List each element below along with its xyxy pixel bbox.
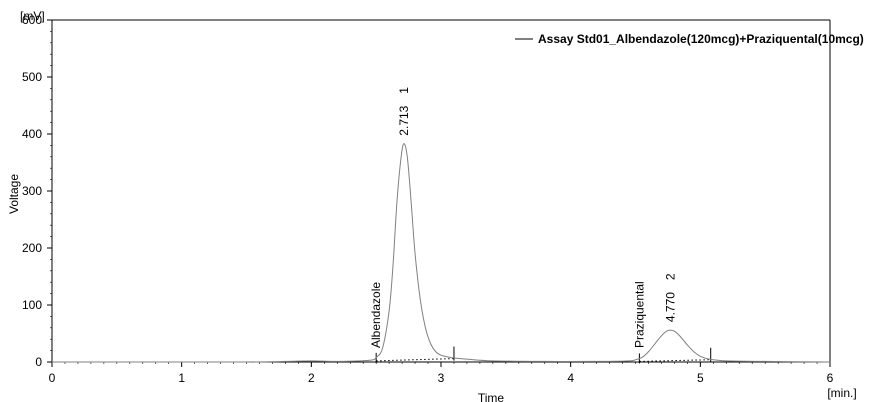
- y-tick-label: 500: [22, 70, 42, 84]
- peak-retention-time: 4.770: [664, 292, 678, 322]
- series-layer: [51, 143, 831, 363]
- peak-number: 1: [397, 87, 411, 94]
- x-axis-title: Time: [478, 391, 505, 402]
- integration-baseline: [376, 358, 454, 362]
- x-tick-label: 6: [827, 371, 834, 385]
- x-tick-label: 0: [49, 371, 56, 385]
- legend-series-label: Assay Std01_Albendazole(120mcg)+Prazique…: [538, 32, 864, 46]
- y-axis-title: Voltage: [7, 174, 21, 214]
- x-tick-label: 5: [697, 371, 704, 385]
- axes-layer: 0 1 2 3 4 5 6 0 100 200 300 400 500 600 Time [min.] Volt…: [7, 9, 857, 402]
- peak-retention-time: 2.713: [397, 105, 411, 135]
- y-tick-label: 400: [22, 127, 42, 141]
- x-unit-label: [min.]: [827, 386, 856, 400]
- x-tick-label: 3: [438, 371, 445, 385]
- y-tick-label: 100: [22, 298, 42, 312]
- y-tick-label: 200: [22, 241, 42, 255]
- y-tick-label: 300: [22, 184, 42, 198]
- labels-layer: 2.713 1 Albendazole 4.770 2 Praziquental: [369, 87, 677, 348]
- x-tick-label: 4: [567, 371, 574, 385]
- y-unit-label: [mV]: [20, 9, 45, 23]
- y-tick-label: 0: [35, 355, 42, 369]
- baseline-layer: [375, 346, 712, 364]
- x-tick-label: 1: [178, 371, 185, 385]
- legend: Assay Std01_Albendazole(120mcg)+Prazique…: [515, 32, 864, 46]
- peak-compound-name: Praziquental: [632, 281, 646, 348]
- integration-baseline: [639, 359, 711, 362]
- chromatogram-series-line: [51, 143, 831, 363]
- x-tick-label: 2: [308, 371, 315, 385]
- y-tick-label: 600: [22, 13, 42, 27]
- peak-number: 2: [664, 273, 678, 280]
- peak-compound-name: Albendazole: [369, 282, 383, 348]
